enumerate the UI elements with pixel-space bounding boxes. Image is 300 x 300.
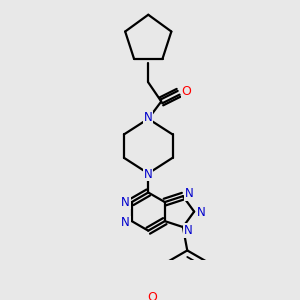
Text: N: N (144, 111, 153, 124)
Text: N: N (197, 206, 206, 219)
Text: O: O (182, 85, 191, 98)
Text: O: O (147, 291, 157, 300)
Text: N: N (184, 187, 194, 200)
Text: N: N (184, 224, 193, 237)
Text: N: N (144, 168, 153, 181)
Text: N: N (121, 216, 130, 230)
Text: N: N (121, 196, 130, 208)
